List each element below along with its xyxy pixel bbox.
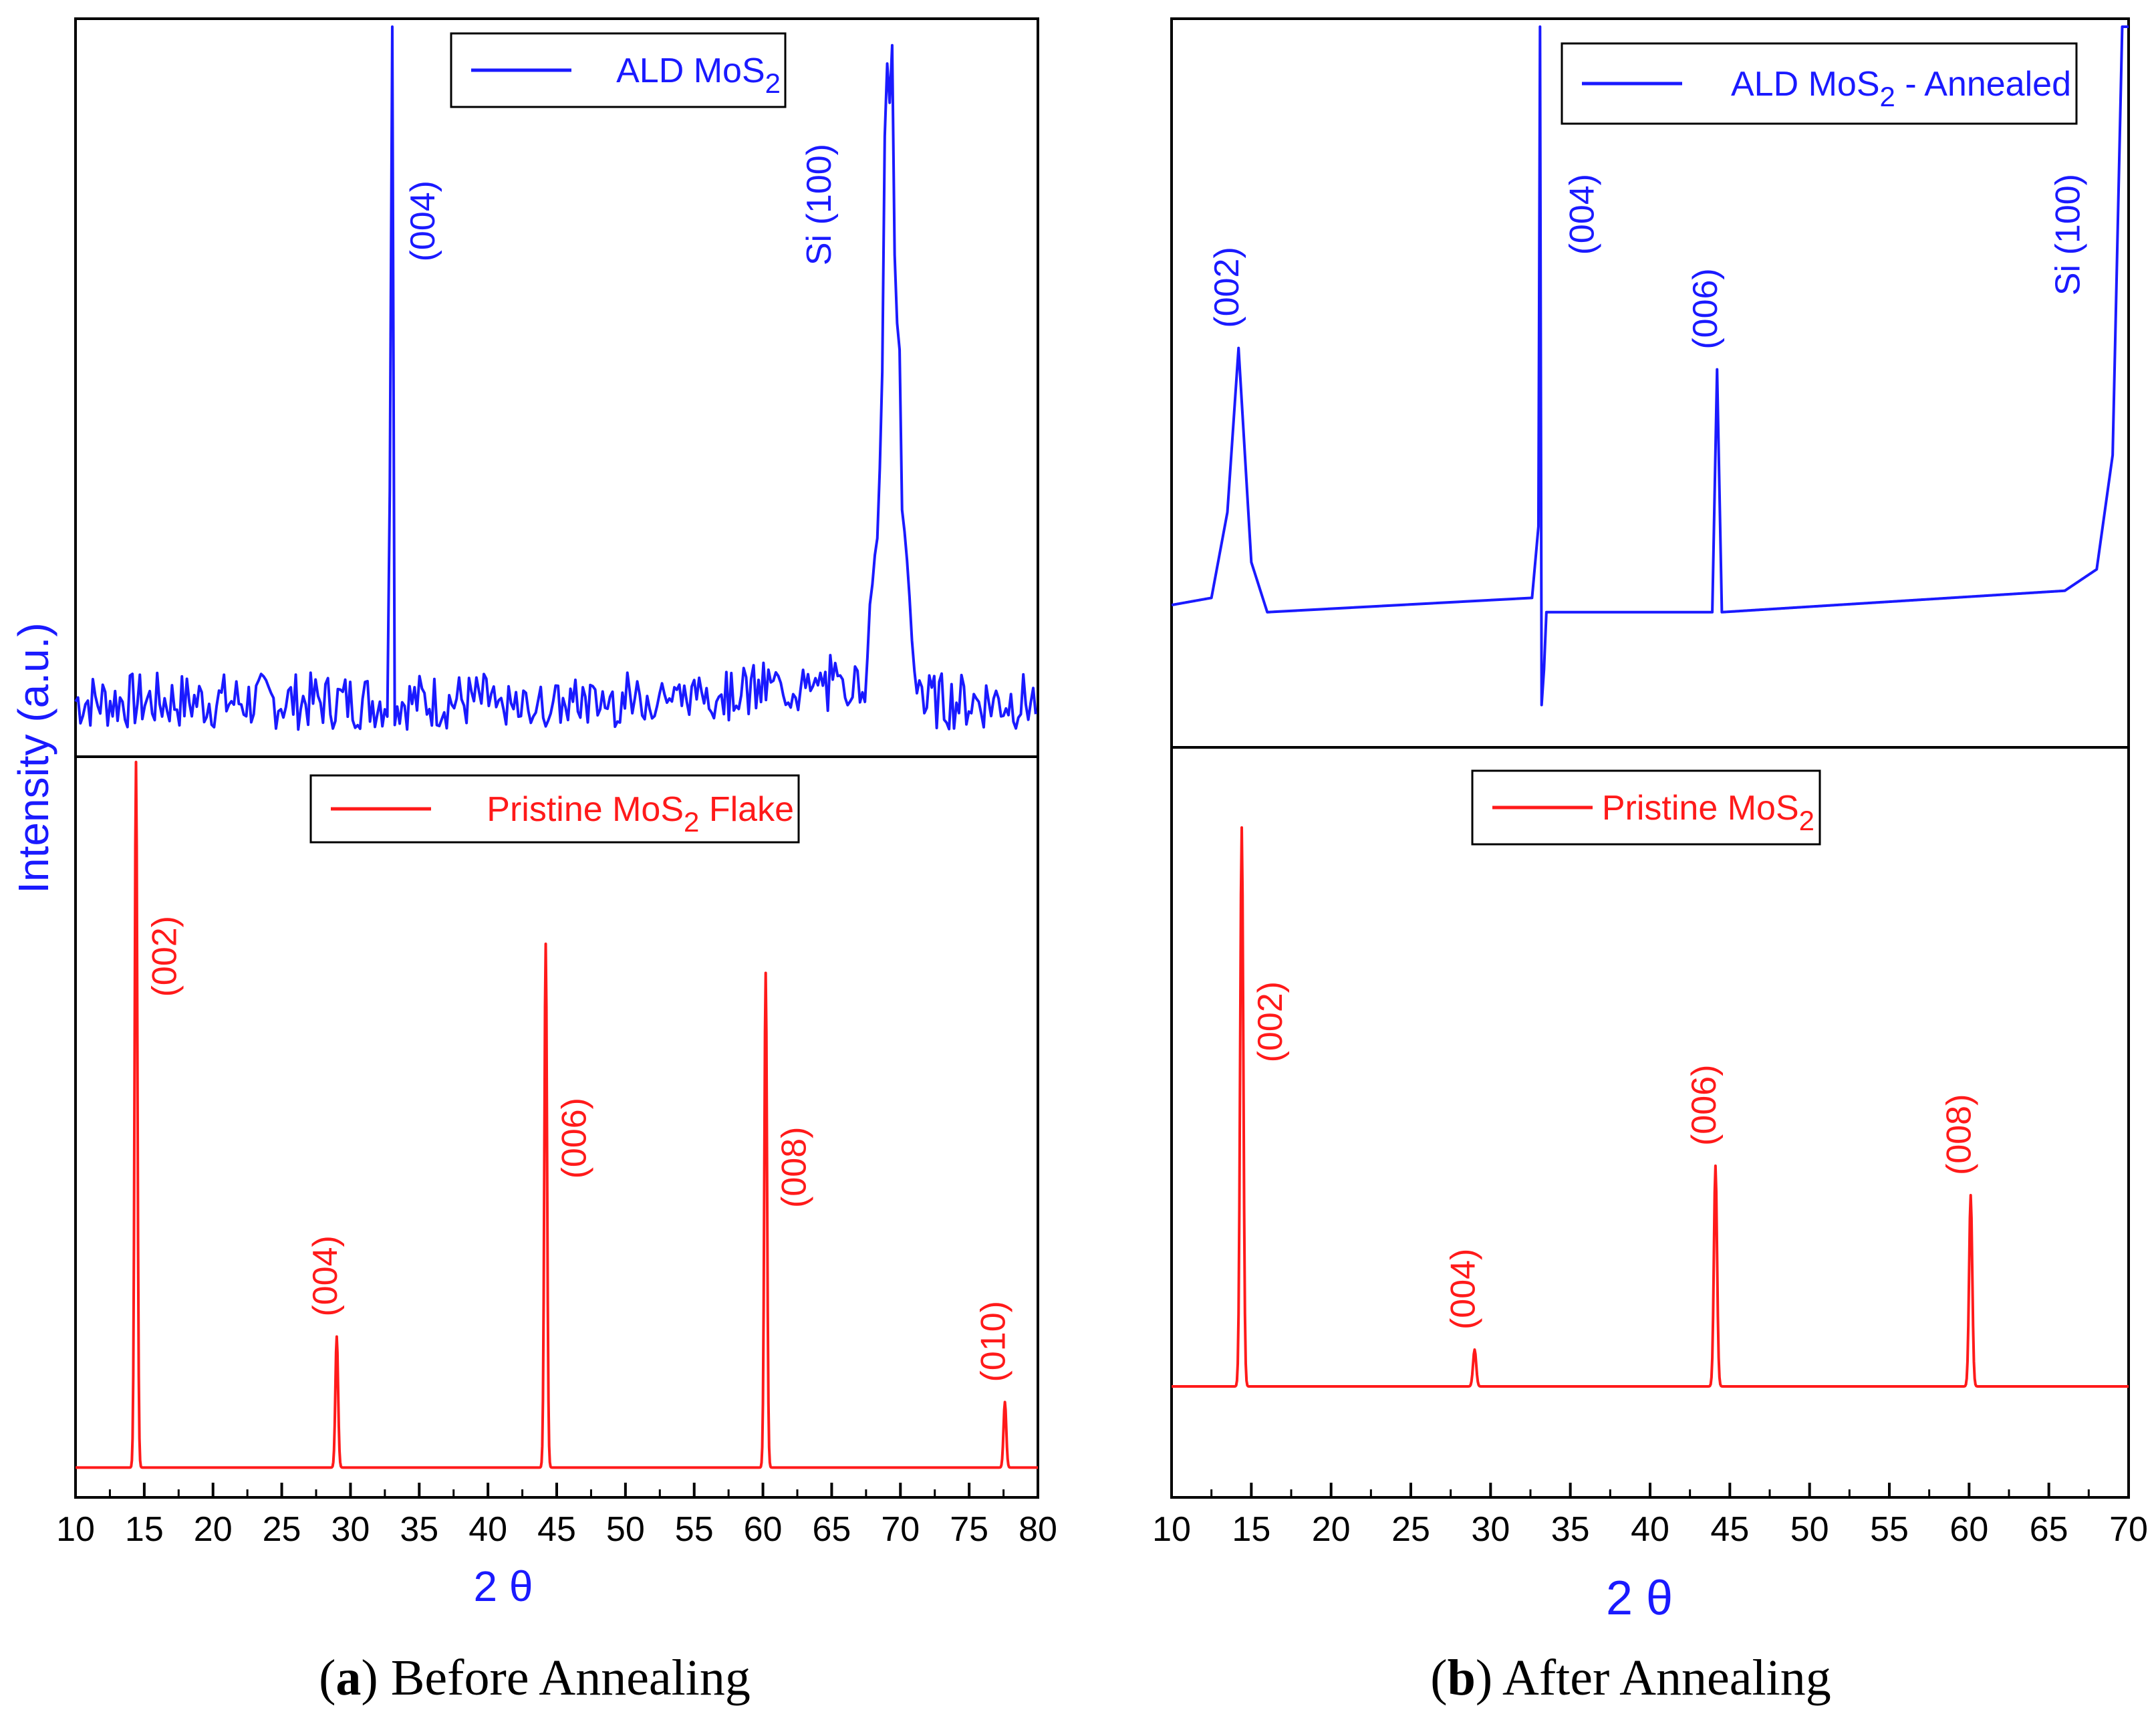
peak-label: (010): [974, 1301, 1013, 1382]
legend-label: ALD MoS2 - Annealed: [1731, 65, 2071, 112]
series-line: [75, 761, 1039, 1469]
peak-label: Si (100): [800, 144, 839, 265]
xtick-label: 55: [1870, 1510, 1909, 1549]
xtick-label: 70: [881, 1510, 920, 1549]
xtick-label: 10: [56, 1510, 95, 1549]
panel-b: (002) (004) (006) Si (100) ALD MoS2 - Anneal…: [1152, 17, 2148, 1706]
peak-label: (006): [1685, 1065, 1724, 1146]
panel-a: (004) Si (100)ALD MoS2 (002)(004)(006) (00…: [9, 17, 1057, 1706]
panel-b-caption: (b) After Annealing: [1430, 1650, 1831, 1706]
ald-mos2-annealed-plot: (002) (004) (006) Si (100) ALD MoS2 - Anneal…: [1171, 25, 2129, 707]
panel-a-caption-letter: a: [335, 1650, 361, 1706]
peak-label: (004): [404, 180, 442, 261]
panel-a-xlabel: 2 θ: [474, 1562, 533, 1610]
panel-b-frame: [1170, 17, 2130, 1499]
xtick-label: 35: [1551, 1510, 1590, 1549]
legend-label: Pristine MoS2: [1602, 789, 1814, 836]
xtick-label: 15: [125, 1510, 164, 1549]
xtick-label: 35: [400, 1510, 438, 1549]
peak-label: (006): [555, 1098, 594, 1179]
series-line: [1171, 826, 2129, 1388]
peak-label: (008): [775, 1127, 814, 1208]
xtick-label: 80: [1019, 1510, 1057, 1549]
legend-label: ALD MoS2: [616, 51, 781, 99]
panel-a-caption-text: ) Before Annealing: [361, 1650, 750, 1706]
panel-a-caption: (a) Before Annealing: [319, 1650, 751, 1706]
panel-b-xticks: 10 15 20 25 30 35 40 45 50 55 60 65 70: [1152, 1483, 2148, 1549]
xtick-label: 65: [813, 1510, 851, 1549]
xtick-label: 30: [1471, 1510, 1510, 1549]
xtick-label: 25: [263, 1510, 301, 1549]
xtick-label: 40: [1631, 1510, 1669, 1549]
pristine-mos2-plot: (002) (004) (006) (008) Pristine MoS2: [1171, 769, 2129, 1388]
xtick-label: 15: [1232, 1510, 1270, 1549]
xtick-label: 60: [1949, 1510, 1988, 1549]
xtick-label: 45: [1710, 1510, 1749, 1549]
xtick-label: 55: [675, 1510, 714, 1549]
ald-mos2-plot: (004) Si (100) ALD MoS2: [74, 25, 1037, 731]
panel-a-ylabel: Intensity (a.u.): [9, 622, 57, 894]
peak-label: (006): [1686, 268, 1725, 349]
peak-label: (008): [1940, 1094, 1979, 1175]
xtick-label: 60: [744, 1510, 783, 1549]
peak-label: Si (100): [2048, 174, 2087, 295]
xtick-label: 70: [2109, 1510, 2148, 1549]
legend-box: [450, 32, 787, 108]
legend-label: Pristine MoS2 Flake: [487, 790, 794, 838]
panel-b-xlabel: 2 θ: [1606, 1572, 1673, 1625]
peak-label: (004): [1563, 174, 1601, 255]
xtick-label: 10: [1152, 1510, 1191, 1549]
peak-label: (002): [1208, 247, 1246, 328]
xtick-label: 75: [950, 1510, 988, 1549]
panel-a-xticks: 10 15 20 25 30 35 40 45 50 55 60 65 70 75 80: [56, 1483, 1057, 1549]
xtick-label: 30: [331, 1510, 370, 1549]
peak-label: (004): [306, 1235, 345, 1316]
peak-label: (002): [146, 916, 184, 997]
panel-b-caption-text: ) After Annealing: [1476, 1650, 1831, 1706]
series-line: [74, 25, 1037, 731]
xtick-label: 50: [1790, 1510, 1829, 1549]
xtick-label: 25: [1391, 1510, 1430, 1549]
xtick-label: 20: [194, 1510, 233, 1549]
xtick-label: 20: [1312, 1510, 1351, 1549]
series-line: [1171, 25, 2129, 707]
panel-b-caption-letter: b: [1448, 1650, 1476, 1706]
xtick-label: 40: [468, 1510, 507, 1549]
peak-label: (002): [1251, 981, 1290, 1062]
xtick-label: 50: [606, 1510, 645, 1549]
xtick-label: 65: [2030, 1510, 2068, 1549]
xtick-label: 45: [537, 1510, 576, 1549]
peak-label: (004): [1444, 1249, 1482, 1330]
pristine-mos2-flake-plot: (002) (004) (006) (008) (010) Pristine MoS2 F…: [75, 761, 1039, 1469]
